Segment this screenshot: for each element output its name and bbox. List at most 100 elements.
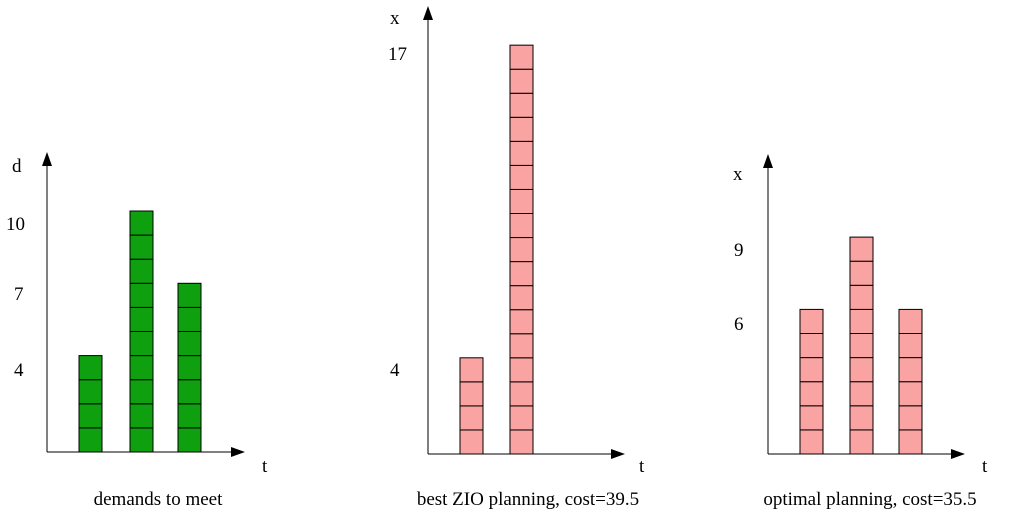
panel-demands-bar-2-unit (129, 210, 154, 236)
panel-zio-bar-1-unit (459, 381, 484, 407)
panel-optimal-x-arrow (951, 449, 965, 459)
panel-zio-bar-2-unit (509, 44, 534, 70)
panel-optimal-bar-1-unit (799, 357, 824, 383)
panel-demands-bar-1-unit (78, 403, 103, 429)
panel-optimal-bar-1-unit (799, 429, 824, 455)
panel-demands-bar-3-unit (177, 379, 202, 405)
panel-demands-caption: demands to meet (94, 489, 223, 510)
panel-optimal-bar-3-unit (898, 308, 923, 334)
panel-demands-bar-2-unit (129, 234, 154, 260)
panel-optimal-caption: optimal planning, cost=35.5 (763, 489, 976, 510)
panel-zio-y-label: x (390, 8, 400, 29)
panel-optimal-bar-1-unit (799, 333, 824, 359)
panel-zio-bar-1-unit (459, 357, 484, 383)
panel-zio-bar-1-unit (459, 405, 484, 431)
panel-demands-bar-1-unit (78, 427, 103, 453)
panel-demands-bar-1-unit (78, 379, 103, 405)
panel-demands-bar-3-unit (177, 331, 202, 357)
panel-zio-bar-1 (459, 357, 484, 455)
panel-optimal-bar-2-unit (849, 284, 874, 310)
panel-zio-bar-2-unit (509, 68, 534, 94)
panel-demands-bar-1 (78, 355, 103, 453)
panel-zio-bar-2-unit (509, 213, 534, 239)
panel-optimal-bar-1 (799, 308, 824, 455)
panel-optimal-bar-1-unit (799, 308, 824, 334)
panel-demands-bar-2-unit (129, 282, 154, 308)
panel-optimal-bar-2-unit (849, 357, 874, 383)
panel-demands: d t 4 7 10 demands to meet (6, 152, 268, 510)
panel-demands-tick-7: 7 (14, 284, 24, 305)
panel-zio-tick-17: 17 (388, 44, 407, 65)
panel-demands-bar-2-unit (129, 379, 154, 405)
panel-demands-bar-2-unit (129, 306, 154, 332)
panel-zio-bar-2 (509, 44, 534, 455)
panel-zio-caption: best ZIO planning, cost=39.5 (417, 489, 639, 510)
panel-optimal-bar-3 (898, 308, 923, 455)
panel-optimal-y-label: x (733, 164, 743, 185)
panel-optimal-bar-2 (849, 236, 874, 455)
panel-optimal-bar-2-unit (849, 405, 874, 431)
panel-demands-bar-2-unit (129, 258, 154, 284)
panel-zio-bar-2-unit (509, 381, 534, 407)
panel-optimal-bar-2-unit (849, 333, 874, 359)
panel-zio-bar-2-unit (509, 429, 534, 455)
panel-zio-bar-2-unit (509, 116, 534, 142)
panel-optimal-x-label: t (982, 456, 988, 477)
panel-demands-bar-2-unit (129, 355, 154, 381)
panel-optimal-bar-3-unit (898, 381, 923, 407)
panel-optimal-bar-2-unit (849, 236, 874, 262)
panel-optimal-bar-1-unit (799, 405, 824, 431)
panel-optimal-bar-3-unit (898, 357, 923, 383)
panel-demands-bar-3-unit (177, 355, 202, 381)
panel-zio-x-arrow (611, 449, 625, 459)
panel-optimal-bar-2-unit (849, 260, 874, 286)
panel-demands-y-arrow (42, 152, 52, 166)
panel-demands-bar-2-unit (129, 331, 154, 357)
panel-demands-bar-2 (129, 210, 154, 453)
panel-demands-bars (78, 210, 202, 453)
panel-zio-bar-2-unit (509, 309, 534, 335)
panel-zio-bar-2-unit (509, 188, 534, 214)
panel-zio-bar-1-unit (459, 429, 484, 455)
panel-zio-bars (459, 44, 534, 455)
panel-optimal-bar-1-unit (799, 381, 824, 407)
panel-demands-x-arrow (231, 447, 245, 457)
panel-zio-bar-2-unit (509, 164, 534, 190)
panel-optimal-tick-6: 6 (734, 314, 744, 335)
panel-optimal-bar-3-unit (898, 429, 923, 455)
panel-zio: x t 4 17 best ZIO planning, cost=39.5 (388, 6, 645, 510)
panel-zio-bar-2-unit (509, 261, 534, 287)
panel-zio-bar-2-unit (509, 333, 534, 359)
panel-zio-tick-4: 4 (390, 360, 400, 381)
panel-demands-x-label: t (262, 456, 268, 477)
panel-demands-bar-1-unit (78, 355, 103, 381)
panel-demands-bar-3-unit (177, 427, 202, 453)
panel-demands-bar-3-unit (177, 306, 202, 332)
panel-demands-bar-3-unit (177, 282, 202, 308)
panel-optimal-bar-2-unit (849, 308, 874, 334)
panel-zio-bar-2-unit (509, 92, 534, 118)
panel-demands-y-label: d (12, 156, 22, 177)
panel-optimal-bar-2-unit (849, 429, 874, 455)
panel-demands-bar-3 (177, 282, 202, 453)
panel-zio-bar-2-unit (509, 357, 534, 383)
panel-optimal: x t 6 9 optimal planning, cost=35.5 (733, 154, 988, 510)
panel-optimal-bar-3-unit (898, 405, 923, 431)
panel-demands-tick-4: 4 (14, 360, 24, 381)
panel-zio-bar-2-unit (509, 140, 534, 166)
panel-zio-y-arrow (423, 6, 433, 20)
panel-optimal-bars (799, 236, 923, 455)
panel-demands-bar-2-unit (129, 403, 154, 429)
panel-zio-x-label: t (639, 456, 645, 477)
panel-zio-bar-2-unit (509, 237, 534, 263)
panel-demands-bar-3-unit (177, 403, 202, 429)
panel-demands-bar-2-unit (129, 427, 154, 453)
panel-optimal-bar-2-unit (849, 381, 874, 407)
panel-optimal-tick-9: 9 (734, 240, 744, 261)
panel-zio-bar-2-unit (509, 285, 534, 311)
panel-demands-tick-10: 10 (6, 214, 25, 235)
panel-optimal-bar-3-unit (898, 333, 923, 359)
panel-zio-bar-2-unit (509, 405, 534, 431)
panel-optimal-y-arrow (763, 154, 773, 168)
